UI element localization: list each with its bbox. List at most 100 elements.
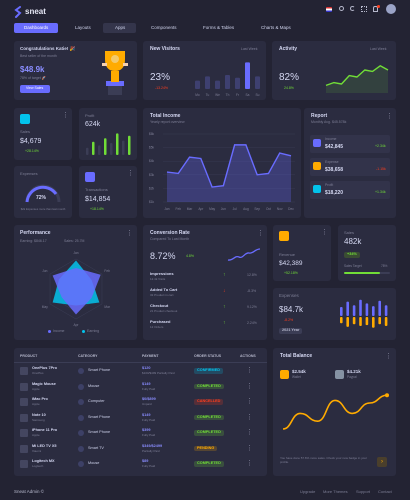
product-thumbnail: [20, 367, 28, 375]
category-icon: [78, 445, 84, 452]
income-title: Total Income: [150, 113, 181, 119]
balance-more-icon[interactable]: ⋮: [385, 353, 392, 360]
visitors-period[interactable]: Last Week: [241, 47, 258, 51]
row-actions-icon[interactable]: ⋮: [246, 398, 253, 405]
app-name: sneat: [25, 7, 46, 16]
nav-item-components[interactable]: Components: [151, 25, 177, 30]
income-month-label: Jun: [221, 207, 226, 211]
report-more-icon[interactable]: ⋮: [386, 113, 393, 120]
income-month-label: Aug: [243, 207, 249, 211]
income-month-label: Oct: [266, 207, 271, 211]
order-status-badge: CONFIRMED: [194, 368, 223, 374]
search-icon[interactable]: [339, 6, 344, 11]
expenses-small-card: Expenses 72% $2k Expenses more than last…: [14, 166, 72, 218]
report-income-change: +2.34k: [375, 144, 386, 148]
income-month-label: Feb: [176, 207, 182, 211]
radar-axis-label: Apr: [74, 323, 80, 327]
row-actions-icon[interactable]: ⋮: [246, 367, 253, 374]
row-actions-icon[interactable]: ⋮: [246, 382, 253, 390]
expenses-big-value: $84.7k: [279, 305, 304, 314]
row-actions-icon[interactable]: ⋮: [246, 444, 253, 452]
table-header-divider: [14, 362, 267, 363]
header-icons: [326, 4, 398, 17]
order-status-badge: PENDING: [194, 445, 218, 452]
report-title: Report: [311, 113, 328, 119]
income-month-label: Sep: [254, 207, 260, 211]
revenue-more-icon[interactable]: ⋮: [321, 229, 328, 236]
product-brand: Apple: [32, 402, 40, 406]
nav-label-dashboards: Dashboards: [24, 25, 49, 30]
payment-amount: $89: [142, 459, 149, 463]
nav-item-charts-maps[interactable]: Charts & Maps: [261, 25, 291, 30]
report-profit-row: [310, 181, 390, 199]
visitors-day-label: Mo: [195, 93, 200, 97]
legend-income-dot: [48, 330, 51, 333]
performance-radar-chart: Jan Feb Mar Apr May Jun: [42, 251, 111, 327]
expenses-big-period: 2021 Year: [279, 328, 303, 334]
footer-link-support[interactable]: Support: [356, 489, 371, 494]
radar-axis-label: May: [42, 305, 48, 309]
activity-period[interactable]: Last Week: [370, 47, 387, 51]
visitors-bar-chart: Mo Tu We Th Fr Sa Su: [195, 62, 260, 97]
income-subtitle: Yearly report overview: [150, 120, 185, 124]
income-tick-label: $1k: [149, 200, 155, 204]
expenses-bar-chart: [340, 299, 388, 328]
footer-link-more-themes[interactable]: More Themes: [323, 489, 348, 494]
visitors-day-label: Sa: [246, 93, 250, 97]
row-actions-icon[interactable]: ⋮: [246, 460, 253, 467]
conversion-sparkline: [227, 248, 261, 261]
category-label: Mouse: [88, 461, 100, 465]
visitors-day-label: Tu: [206, 93, 210, 97]
product-thumbnail: [20, 398, 28, 406]
profit-bar: [122, 140, 125, 155]
conversion-more-icon[interactable]: ⋮: [257, 230, 264, 237]
footer-link-contact[interactable]: Contact: [378, 489, 392, 494]
conversion-item-sub: 12.4k Visits: [150, 277, 166, 281]
apps-grid-icon[interactable]: [361, 6, 367, 12]
income-icon: [313, 139, 321, 147]
footer-link-upgrade[interactable]: Upgrade: [300, 489, 316, 494]
nav-item-apps[interactable]: Apps: [115, 25, 126, 30]
report-expense-row: [310, 158, 390, 176]
activity-line-chart: [325, 65, 389, 93]
activity-area: [326, 65, 388, 93]
payment-amount: $120: [142, 366, 151, 370]
theme-icon[interactable]: [350, 6, 355, 11]
revenue-label: Revenue: [279, 252, 296, 257]
sales-more-icon[interactable]: ⋮: [62, 112, 69, 119]
view-sales-button[interactable]: [20, 85, 50, 93]
income-line: [166, 144, 292, 188]
revenue-icon: [279, 231, 289, 241]
performance-more-icon[interactable]: ⋮: [126, 230, 133, 237]
income-month-label: Dec: [288, 207, 294, 211]
congrats-amount: $48.9k: [20, 65, 45, 74]
logo[interactable]: sneat: [14, 6, 64, 18]
expenses-bar-up: [365, 303, 369, 316]
flag-icon[interactable]: [326, 7, 332, 12]
category-label: Smart TV: [88, 445, 104, 450]
income-tick-label: $5k: [149, 146, 155, 150]
nav-item-dashboards[interactable]: [14, 23, 58, 33]
legend-earning: Earning: [87, 329, 100, 333]
bell-icon[interactable]: [373, 6, 378, 12]
visitors-day-label: Fr: [236, 93, 240, 97]
congrats-target: 78% of target 🚀: [20, 76, 47, 80]
row-actions-icon[interactable]: ⋮: [246, 429, 253, 436]
conversion-item-label: Checkout: [150, 303, 169, 308]
radar-axis-label: Feb: [104, 269, 110, 273]
expenses-bar-up: [378, 300, 381, 316]
payment-status: Fully Paid: [142, 433, 156, 437]
transactions-more-icon[interactable]: ⋮: [127, 170, 134, 177]
nav-item-layouts[interactable]: Layouts: [75, 25, 91, 30]
balance-arrow-button[interactable]: ›: [377, 457, 387, 467]
legend-income: Income: [53, 329, 65, 333]
conversion-item-sub: 12 Orders: [150, 325, 164, 329]
expenses-small-note: $2k Expenses more than last month: [20, 207, 66, 211]
income-month-label: Apr: [198, 207, 204, 211]
revenue-card: ⋮ Revenue $42,389 +52.18%: [273, 225, 331, 281]
row-actions-icon[interactable]: ⋮: [246, 413, 253, 421]
avatar[interactable]: [386, 4, 396, 14]
profit-label: Profit: [85, 113, 95, 118]
report-income-value: $42,845: [325, 144, 344, 150]
nav-item-forms-tables[interactable]: Forms & Tables: [203, 25, 235, 30]
